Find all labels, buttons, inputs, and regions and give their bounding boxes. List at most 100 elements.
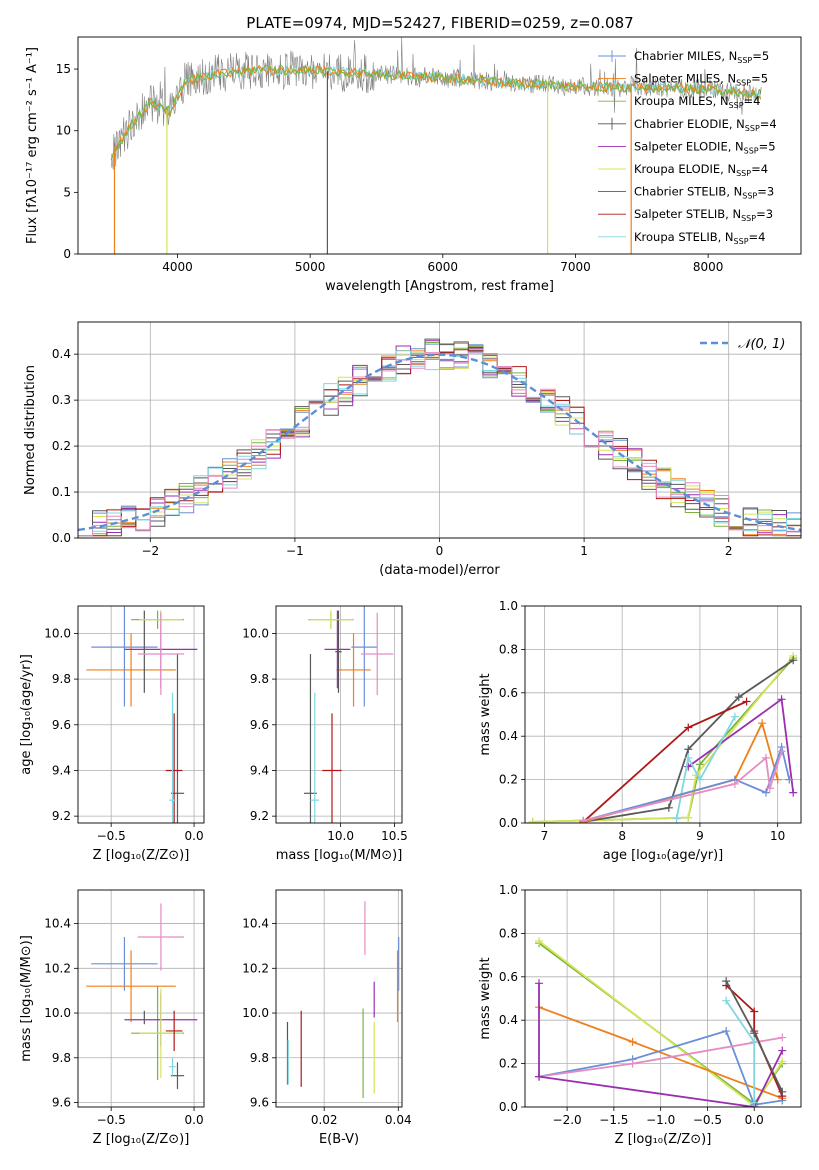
x-tick-label: 0.0 <box>745 1113 764 1127</box>
x-axis-label: age [log₁₀(age/yr)] <box>603 848 724 863</box>
legend-label-text: Chabrier STELIB, N <box>634 185 742 199</box>
x-tick-label: −2.0 <box>553 1113 582 1127</box>
y-axis-label: mass [log₁₀(M/M⊙)] <box>19 935 34 1062</box>
panel-weight-vs-z: −2.0 −1.5 −1.0 −0.5 0.0 0.0 0.2 0.4 0.6 0.8 1.0 Z [… <box>478 883 802 1147</box>
x-tick-label: 0.0 <box>185 829 204 843</box>
y-tick-label: 0.6 <box>499 686 518 700</box>
panel-residuals: −2 −1 0 1 2 0.0 0.1 0.2 0.3 0.4 (data-model)/error… <box>23 321 802 578</box>
x-axis-label: Z [log₁₀(Z/Z⊙)] <box>615 1132 712 1147</box>
weight-marker-sm <box>773 775 782 784</box>
weight-marker-ks <box>722 996 731 1005</box>
legend-label: Salpeter STELIB, NSSP=3 <box>634 207 773 223</box>
y-tick-label: 9.6 <box>52 718 71 732</box>
axes-frame <box>524 605 802 824</box>
weight-marker-cs <box>750 1029 759 1038</box>
weight-line-se <box>538 983 784 1107</box>
panel-age-vs-mass: 10.0 10.5 9.2 9.4 9.6 9.8 10.0 mass [log₁₀(M/M⊙… <box>242 605 408 863</box>
legend-label-sub: SSP <box>745 124 760 133</box>
model-spectrum-km <box>110 63 761 161</box>
weight-marker-se <box>684 762 693 771</box>
y-tick-label: 9.6 <box>250 1096 269 1110</box>
histogram-extra_pink <box>78 352 801 537</box>
legend-label: Chabrier STELIB, NSSP=3 <box>634 185 774 201</box>
weight-marker-cm <box>762 788 771 797</box>
legend-label-sub: SSP <box>744 146 759 155</box>
y-tick-label: 0.8 <box>499 642 518 656</box>
y-tick-label: 10.2 <box>242 961 269 975</box>
x-axis-label: E(B-V) <box>319 1132 359 1147</box>
y-tick-label: 0 <box>63 247 71 261</box>
axes-frame <box>524 889 802 1108</box>
y-tick-label: 9.8 <box>52 1051 71 1065</box>
y-tick-label: 9.4 <box>52 763 71 777</box>
plot-area <box>86 903 198 1090</box>
y-axis-label: mass weight <box>478 957 493 1039</box>
weight-marker-ke <box>778 1057 787 1066</box>
weight-marker-ks <box>695 775 704 784</box>
weight-marker-ks <box>684 753 693 762</box>
weight-marker-km <box>695 760 704 769</box>
y-tick-label: 10.4 <box>242 917 269 931</box>
weight-marker-se <box>777 695 786 704</box>
weight-line-ks <box>675 716 736 819</box>
weight-marker-ks <box>750 1098 759 1107</box>
legend-label-sub: SSP <box>729 101 744 110</box>
axes-frame <box>275 605 403 824</box>
panel-spectrum: 4000 5000 6000 7000 8000 0 5 10 15 wavelength [An… <box>25 36 802 294</box>
legend-label-text: Kroupa MILES, N <box>634 94 729 108</box>
legend-label: 𝒩(0, 1) <box>738 337 785 352</box>
x-tick-label: −0.5 <box>97 1113 126 1127</box>
weight-marker-ss <box>742 697 751 706</box>
panel-weight-vs-age: 7 8 9 10 0.0 0.2 0.4 0.6 0.8 1.0 age [log₁₀(age/yr… <box>478 599 802 863</box>
weight-marker-ke <box>684 813 693 822</box>
y-tick-label: 10 <box>56 124 71 138</box>
x-tick-label: 9 <box>696 829 704 843</box>
y-tick-label: 9.2 <box>52 809 71 823</box>
y-tick-label: 0.0 <box>499 816 518 830</box>
y-tick-label: 0.1 <box>52 485 71 499</box>
weight-line-ss <box>582 700 747 823</box>
weight-marker-cm <box>785 775 794 784</box>
y-tick-label: 0.4 <box>52 347 71 361</box>
figure-title: PLATE=0974, MJD=52427, FIBERID=0259, z=0… <box>246 14 633 32</box>
histogram-se <box>78 340 801 537</box>
x-tick-label: 0 <box>436 544 444 558</box>
legend-label-text: Kroupa ELODIE, N <box>634 162 736 176</box>
x-tick-label: 5000 <box>295 260 326 274</box>
y-axis-label: age [log₁₀(age/yr)] <box>19 654 34 775</box>
y-tick-label: 9.4 <box>250 763 269 777</box>
x-tick-label: 8 <box>618 829 626 843</box>
legend-label-text: Salpeter ELODIE, N <box>634 139 744 153</box>
y-tick-label: 10.0 <box>44 626 71 640</box>
x-tick-label: −1.0 <box>646 1113 675 1127</box>
x-axis-label: wavelength [Angstrom, rest frame] <box>325 279 554 294</box>
weight-marker-se <box>535 1072 544 1081</box>
plot-area <box>528 651 798 823</box>
y-tick-label: 10.0 <box>242 626 269 640</box>
x-tick-label: 10 <box>770 829 785 843</box>
legend-label-suffix: =4 <box>744 94 761 108</box>
legend-label: Salpeter MILES, NSSP=5 <box>634 72 768 88</box>
x-axis-label: Z [log₁₀(Z/Z⊙)] <box>93 848 190 863</box>
x-tick-label: 10.0 <box>327 829 354 843</box>
legend-label-suffix: =4 <box>749 230 766 244</box>
weight-marker-sm <box>758 719 767 728</box>
weight-line-ke <box>532 655 794 823</box>
legend-label-sub: SSP <box>737 56 752 65</box>
y-tick-label: 9.8 <box>250 1051 269 1065</box>
weight-marker-se <box>778 1046 787 1055</box>
weight-marker-extra_pink <box>777 747 786 756</box>
y-tick-label: 9.6 <box>52 1096 71 1110</box>
y-axis-label: Flux [fλ10⁻¹⁷ erg cm⁻² s⁻¹ A⁻¹] <box>25 47 40 244</box>
x-tick-label: 7 <box>541 829 549 843</box>
axes-frame <box>77 36 802 255</box>
legend-label: Chabrier ELODIE, NSSP=4 <box>634 117 777 133</box>
x-tick-label: 0.0 <box>185 1113 204 1127</box>
x-tick-label: 10.5 <box>381 829 408 843</box>
panel-mass-vs-z: −0.5 0.0 9.6 9.8 10.0 10.2 10.4 Z [log₁₀(Z/Z⊙)]… <box>19 889 205 1147</box>
weight-marker-ks <box>750 1037 759 1046</box>
legend-label-suffix: =5 <box>752 49 769 63</box>
legend-label: Chabrier MILES, NSSP=5 <box>634 49 769 65</box>
model-spectrum-ks <box>110 64 762 161</box>
